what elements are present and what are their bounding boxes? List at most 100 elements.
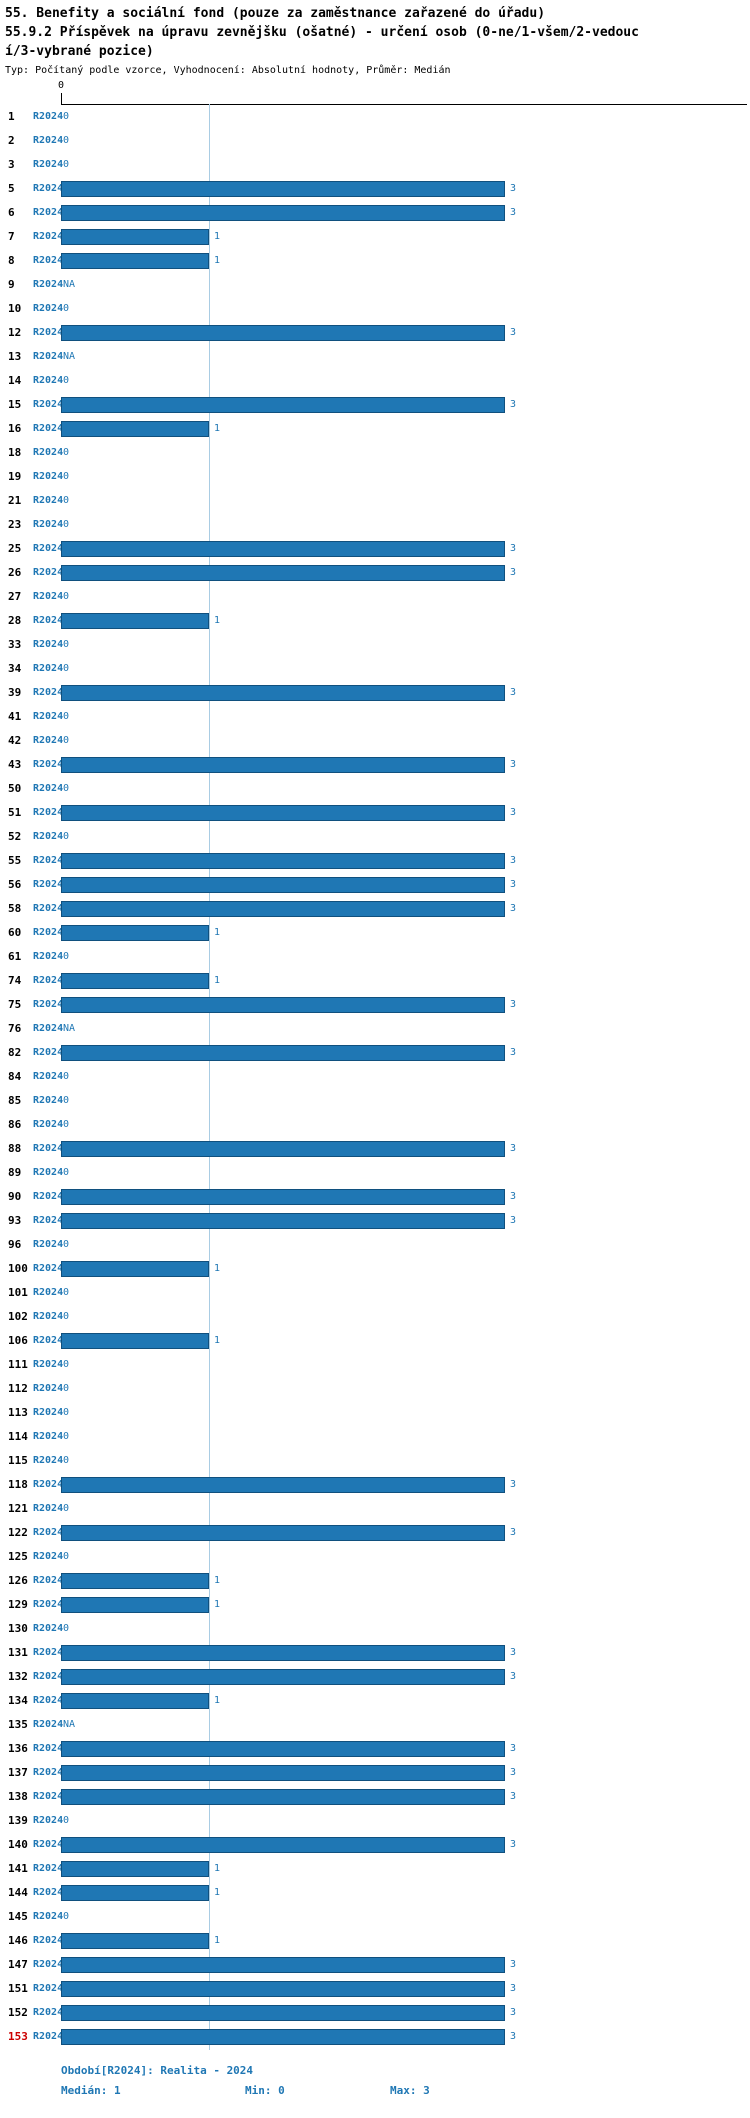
value-label: NA <box>63 279 76 290</box>
chart-row: 16 R2024 1 <box>0 417 750 441</box>
value-label: 0 <box>63 735 70 746</box>
chart-row: 27 R2024 0 <box>0 585 750 609</box>
value-label: 3 <box>510 327 517 338</box>
chart-row: 125 R2024 0 <box>0 1545 750 1569</box>
chart-row: 132 R2024 3 <box>0 1665 750 1689</box>
series-label: R2024 <box>33 1887 64 1898</box>
value-bar <box>61 2029 505 2045</box>
series-label: R2024 <box>33 615 64 626</box>
value-bar <box>61 1693 209 1709</box>
chart-row: 28 R2024 1 <box>0 609 750 633</box>
chart-row: 7 R2024 1 <box>0 225 750 249</box>
value-label: 3 <box>510 567 517 578</box>
value-label: 0 <box>63 1311 70 1322</box>
x-axis-tick-mark <box>61 93 62 104</box>
row-id-label: 61 <box>8 950 22 963</box>
series-label: R2024 <box>33 567 64 578</box>
series-label: R2024 <box>33 327 64 338</box>
series-label: R2024 <box>33 279 64 290</box>
chart-row: 147 R2024 3 <box>0 1953 750 1977</box>
value-label: 1 <box>214 975 221 986</box>
chart-row: 145 R2024 0 <box>0 1905 750 1929</box>
value-bar <box>61 925 209 941</box>
row-id-label: 88 <box>8 1142 22 1155</box>
row-id-label: 25 <box>8 542 22 555</box>
value-label: 1 <box>214 1263 221 1274</box>
chart-row: 42 R2024 0 <box>0 729 750 753</box>
series-label: R2024 <box>33 1839 64 1850</box>
chart-row: 26 R2024 3 <box>0 561 750 585</box>
series-label: R2024 <box>33 1071 64 1082</box>
series-label: R2024 <box>33 351 64 362</box>
chart-row: 122 R2024 3 <box>0 1521 750 1545</box>
value-label: 0 <box>63 1431 70 1442</box>
value-label: 0 <box>63 1095 70 1106</box>
row-id-label: 76 <box>8 1022 22 1035</box>
row-id-label: 126 <box>8 1574 28 1587</box>
value-bar <box>61 253 209 269</box>
row-id-label: 139 <box>8 1814 28 1827</box>
row-id-label: 58 <box>8 902 22 915</box>
row-id-label: 100 <box>8 1262 28 1275</box>
row-id-label: 51 <box>8 806 22 819</box>
series-label: R2024 <box>33 1503 64 1514</box>
series-label: R2024 <box>33 591 64 602</box>
series-label: R2024 <box>33 1263 64 1274</box>
chart-row: 2 R2024 0 <box>0 129 750 153</box>
series-label: R2024 <box>33 663 64 674</box>
value-label: 3 <box>510 1743 517 1754</box>
series-label: R2024 <box>33 1791 64 1802</box>
series-label: R2024 <box>33 255 64 266</box>
x-axis-line <box>61 104 747 105</box>
series-label: R2024 <box>33 1311 64 1322</box>
row-id-label: 89 <box>8 1166 22 1179</box>
chart-row: 134 R2024 1 <box>0 1689 750 1713</box>
row-id-label: 106 <box>8 1334 28 1347</box>
chart-row: 153 R2024 3 <box>0 2025 750 2049</box>
value-label: 3 <box>510 1791 517 1802</box>
series-label: R2024 <box>33 879 64 890</box>
chart-row: 100 R2024 1 <box>0 1257 750 1281</box>
row-id-label: 3 <box>8 158 15 171</box>
value-label: 1 <box>214 927 221 938</box>
chart-row: 55 R2024 3 <box>0 849 750 873</box>
row-id-label: 7 <box>8 230 15 243</box>
chart-row: 144 R2024 1 <box>0 1881 750 1905</box>
value-bar <box>61 421 209 437</box>
row-id-label: 129 <box>8 1598 28 1611</box>
series-label: R2024 <box>33 1695 64 1706</box>
series-label: R2024 <box>33 1671 64 1682</box>
series-label: R2024 <box>33 375 64 386</box>
row-id-label: 2 <box>8 134 15 147</box>
chart-row: 136 R2024 3 <box>0 1737 750 1761</box>
chart-row: 14 R2024 0 <box>0 369 750 393</box>
series-label: R2024 <box>33 1359 64 1370</box>
value-bar <box>61 1045 505 1061</box>
value-label: NA <box>63 351 76 362</box>
chart-row: 9 R2024 NA <box>0 273 750 297</box>
value-label: 0 <box>63 1911 70 1922</box>
chart-row: 131 R2024 3 <box>0 1641 750 1665</box>
series-label: R2024 <box>33 159 64 170</box>
value-label: 0 <box>63 135 70 146</box>
series-label: R2024 <box>33 135 64 146</box>
value-label: 0 <box>63 639 70 650</box>
series-label: R2024 <box>33 1335 64 1346</box>
value-bar <box>61 997 505 1013</box>
chart-row: 58 R2024 3 <box>0 897 750 921</box>
row-id-label: 140 <box>8 1838 28 1851</box>
value-bar <box>61 2005 505 2021</box>
value-bar <box>61 1333 209 1349</box>
row-id-label: 131 <box>8 1646 28 1659</box>
series-label: R2024 <box>33 1935 64 1946</box>
series-label: R2024 <box>33 1167 64 1178</box>
row-id-label: 60 <box>8 926 22 939</box>
value-bar <box>61 1261 209 1277</box>
row-id-label: 14 <box>8 374 22 387</box>
value-bar <box>61 1885 209 1901</box>
chart-row: 19 R2024 0 <box>0 465 750 489</box>
row-id-label: 19 <box>8 470 22 483</box>
series-label: R2024 <box>33 1407 64 1418</box>
series-label: R2024 <box>33 1479 64 1490</box>
value-bar <box>61 1933 209 1949</box>
